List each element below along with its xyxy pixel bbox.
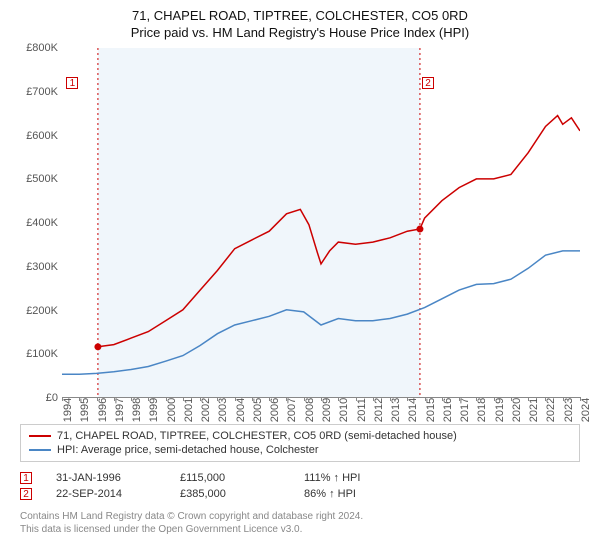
y-tick-label: £400K <box>26 217 58 229</box>
footnote-line2: This data is licensed under the Open Gov… <box>20 523 580 536</box>
chart-area: £0£100K£200K£300K£400K£500K£600K£700K£80… <box>20 48 580 418</box>
event-row: 2 22-SEP-2014 £385,000 86% ↑ HPI <box>20 486 580 502</box>
y-tick-label: £600K <box>26 130 58 142</box>
x-tick-label: 2020 <box>511 398 523 422</box>
x-tick-label: 2015 <box>425 398 437 422</box>
footnote: Contains HM Land Registry data © Crown c… <box>20 510 580 536</box>
legend-swatch <box>29 435 51 437</box>
x-tick-label: 2012 <box>373 398 385 422</box>
x-tick-label: 2010 <box>338 398 350 422</box>
x-tick-label: 2003 <box>217 398 229 422</box>
x-tick-label: 1996 <box>97 398 109 422</box>
x-axis-labels: 1994199519961997199819992000200120022003… <box>62 398 580 418</box>
event-price: £385,000 <box>180 488 280 500</box>
y-tick-label: £100K <box>26 348 58 360</box>
x-tick-label: 1999 <box>148 398 160 422</box>
x-tick-label: 2004 <box>235 398 247 422</box>
x-tick-label: 1997 <box>114 398 126 422</box>
y-tick-label: £500K <box>26 173 58 185</box>
x-tick-label: 2011 <box>356 398 368 422</box>
event-marker: 1 <box>20 472 32 484</box>
x-tick-label: 2001 <box>183 398 195 422</box>
legend-item: 71, CHAPEL ROAD, TIPTREE, COLCHESTER, CO… <box>29 429 571 443</box>
x-tick-label: 2008 <box>304 398 316 422</box>
x-tick-label: 2019 <box>494 398 506 422</box>
title-line2: Price paid vs. HM Land Registry's House … <box>10 25 590 40</box>
title-line1: 71, CHAPEL ROAD, TIPTREE, COLCHESTER, CO… <box>10 8 590 23</box>
event-row: 1 31-JAN-1996 £115,000 111% ↑ HPI <box>20 470 580 486</box>
event-pct: 86% ↑ HPI <box>304 488 404 500</box>
legend-label: 71, CHAPEL ROAD, TIPTREE, COLCHESTER, CO… <box>57 430 457 442</box>
x-tick-label: 2022 <box>545 398 557 422</box>
x-tick-label: 2000 <box>166 398 178 422</box>
x-tick-label: 1994 <box>62 398 74 422</box>
chart-svg <box>62 48 580 397</box>
legend: 71, CHAPEL ROAD, TIPTREE, COLCHESTER, CO… <box>20 424 580 462</box>
x-tick-label: 2016 <box>442 398 454 422</box>
x-tick-label: 2014 <box>407 398 419 422</box>
x-tick-label: 2007 <box>286 398 298 422</box>
event-date: 22-SEP-2014 <box>56 488 156 500</box>
event-marker: 2 <box>20 488 32 500</box>
x-tick-label: 2021 <box>528 398 540 422</box>
y-axis-labels: £0£100K£200K£300K£400K£500K£600K£700K£80… <box>20 48 62 398</box>
x-tick-label: 2006 <box>269 398 281 422</box>
plot-area: 12 <box>62 48 580 398</box>
x-tick-label: 2002 <box>200 398 212 422</box>
y-tick-label: £0 <box>46 392 58 404</box>
y-tick-label: £700K <box>26 86 58 98</box>
x-tick-label: 2018 <box>476 398 488 422</box>
x-tick-label: 2017 <box>459 398 471 422</box>
x-tick-label: 2023 <box>563 398 575 422</box>
x-tick-label: 1998 <box>131 398 143 422</box>
y-tick-label: £200K <box>26 305 58 317</box>
chart-marker-1: 1 <box>66 77 78 89</box>
x-tick-label: 2024 <box>580 398 592 422</box>
x-tick-label: 2009 <box>321 398 333 422</box>
x-tick-label: 2013 <box>390 398 402 422</box>
x-tick-label: 1995 <box>79 398 91 422</box>
legend-item: HPI: Average price, semi-detached house,… <box>29 443 571 457</box>
legend-swatch <box>29 449 51 451</box>
x-tick-label: 2005 <box>252 398 264 422</box>
sale-events: 1 31-JAN-1996 £115,000 111% ↑ HPI 2 22-SEP-20… <box>20 470 580 502</box>
y-tick-label: £300K <box>26 261 58 273</box>
chart-marker-2: 2 <box>422 77 434 89</box>
event-date: 31-JAN-1996 <box>56 472 156 484</box>
footnote-line1: Contains HM Land Registry data © Crown c… <box>20 510 580 523</box>
legend-label: HPI: Average price, semi-detached house,… <box>57 444 319 456</box>
chart-titles: 71, CHAPEL ROAD, TIPTREE, COLCHESTER, CO… <box>10 8 590 40</box>
event-pct: 111% ↑ HPI <box>304 472 404 484</box>
y-tick-label: £800K <box>26 42 58 54</box>
event-price: £115,000 <box>180 472 280 484</box>
